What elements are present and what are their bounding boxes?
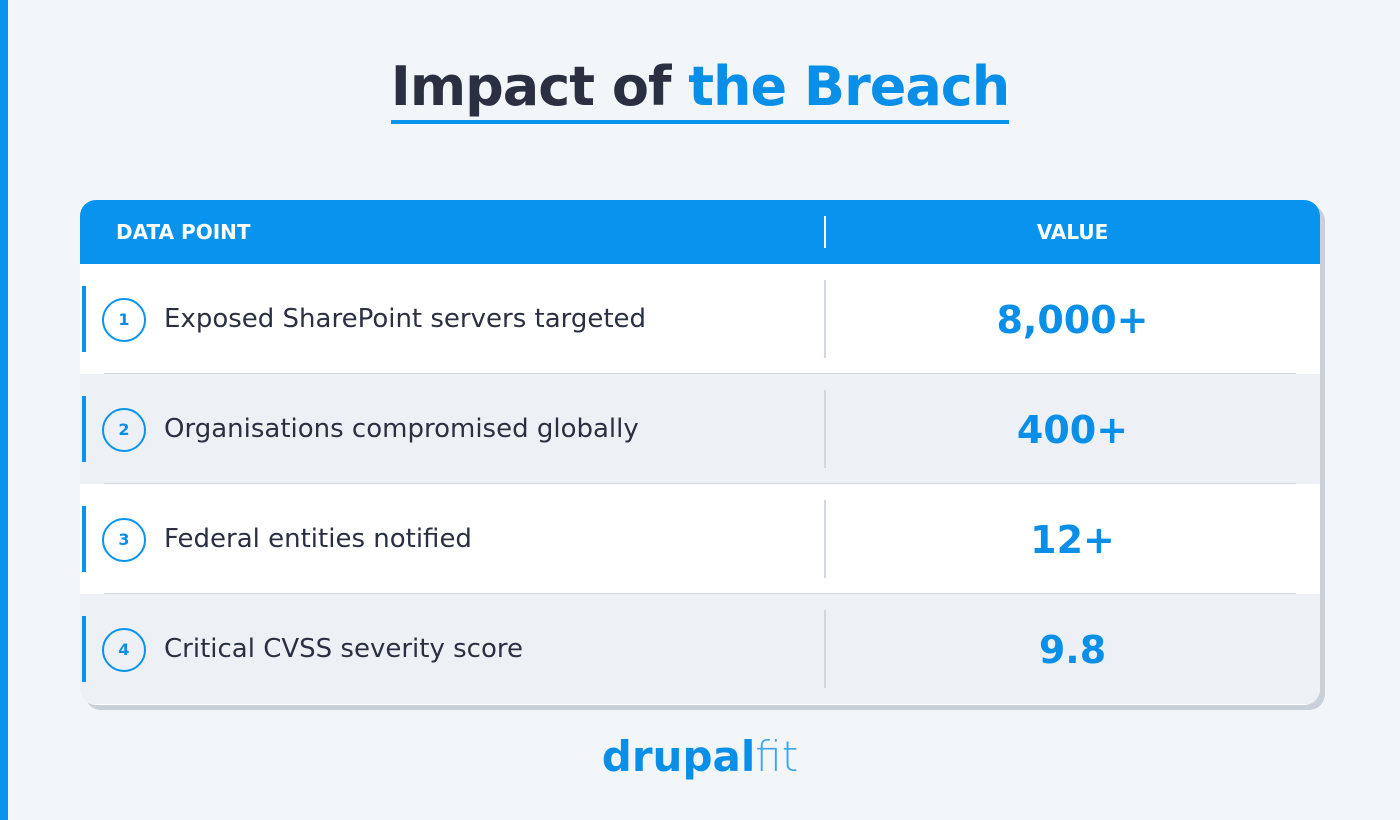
row-value: 9.8: [1038, 628, 1107, 672]
title-part: the Breach: [688, 55, 1010, 118]
row-number: 1: [102, 298, 146, 342]
row-value: 12+: [1030, 518, 1115, 562]
row-separator: [104, 483, 1296, 484]
row-label: Exposed SharePoint servers targeted: [164, 304, 647, 334]
sidebar: [0, 0, 8, 820]
column-header: VALUE: [1036, 220, 1109, 244]
row-separator: [104, 373, 1296, 374]
row-accent: [82, 396, 86, 462]
row-accent: [82, 286, 86, 352]
row-value: 400+: [1016, 408, 1129, 452]
row-number: 3: [102, 518, 146, 562]
row-accent: [82, 506, 86, 572]
table-row: 3 Federal entities notified 12+: [80, 484, 1320, 594]
logo-part: fit: [755, 732, 799, 781]
row-number: 4: [102, 628, 146, 672]
row-value: 8,000+: [996, 298, 1149, 342]
row-label: Federal entities notified: [164, 524, 472, 554]
table-row: 2 Organisations compromised globally 400+: [80, 374, 1320, 484]
divider: [824, 216, 826, 248]
table: DATA POINT VALUE 1 Exposed SharePoint ser…: [80, 200, 1320, 705]
column-header: DATA POINT: [116, 220, 251, 244]
divider: [824, 500, 826, 578]
logo-part: drupal: [601, 732, 756, 781]
title-part: Impact of: [390, 55, 689, 118]
logo: drupalfit: [0, 732, 1400, 781]
divider: [824, 610, 826, 688]
row-label: Organisations compromised globally: [164, 414, 639, 444]
table-row: 4 Critical CVSS severity score 9.8: [80, 594, 1320, 704]
table-body: 1 Exposed SharePoint servers targeted 8,00…: [80, 264, 1320, 704]
table-header: DATA POINT VALUE: [80, 200, 1320, 264]
divider: [824, 280, 826, 358]
divider: [824, 390, 826, 468]
row-label: Critical CVSS severity score: [164, 634, 523, 664]
title: Impact of the Breach: [0, 54, 1400, 124]
row-number: 2: [102, 408, 146, 452]
row-accent: [82, 616, 86, 682]
title-underline: Impact of the Breach: [390, 54, 1010, 124]
row-separator: [104, 593, 1296, 594]
table-row: 1 Exposed SharePoint servers targeted 8,00…: [80, 264, 1320, 374]
